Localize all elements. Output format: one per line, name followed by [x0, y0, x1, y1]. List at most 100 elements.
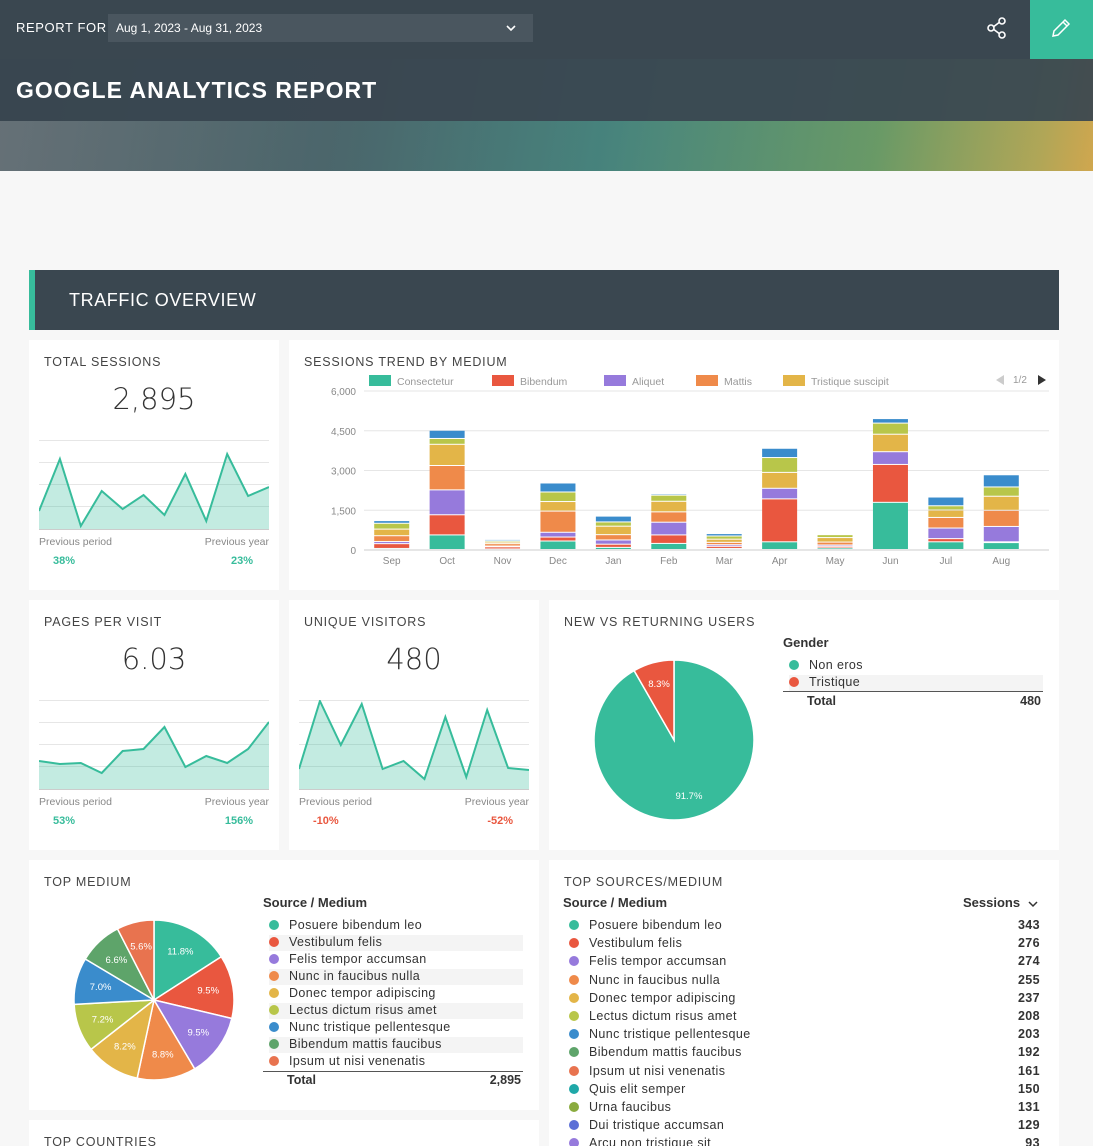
list-item: Lectus dictum risus amet 208: [569, 1009, 1040, 1026]
legend-label: Mattis: [724, 376, 753, 388]
row-label: Donec tempor adipiscing: [289, 986, 436, 1000]
legend-dot: [269, 937, 279, 947]
pie-label: 7.2%: [92, 1014, 114, 1025]
list-item: Tristique: [789, 675, 1043, 691]
list-item: Vestibulum felis 276: [569, 936, 1040, 953]
total-value: 480: [1020, 694, 1041, 708]
bar-segment: [983, 487, 1019, 496]
bar-segment: [595, 547, 631, 549]
sparkline-line: [299, 700, 529, 781]
row-label: Ipsum ut nisi venenatis: [289, 1054, 426, 1068]
list-item: Non eros: [789, 658, 1043, 674]
share-icon[interactable]: [986, 17, 1008, 39]
bar-segment: [706, 539, 742, 542]
legend-dot: [269, 1005, 279, 1015]
list-item: Nunc in faucibus nulla: [269, 969, 523, 985]
report-title: GOOGLE ANALYTICS REPORT: [16, 77, 378, 103]
card-title: SESSIONS TREND BY MEDIUM: [304, 355, 508, 369]
legend-dot: [269, 1039, 279, 1049]
legend-swatch: [492, 375, 514, 386]
row-value: 237: [1017, 990, 1040, 1005]
pie-label: 7.0%: [90, 982, 112, 993]
legend-dot: [569, 974, 579, 985]
sessions-sort-header[interactable]: Sessions: [963, 895, 1021, 910]
legend-label: Bibendum: [520, 376, 568, 388]
list-item: Urna faucibus 131: [569, 1100, 1040, 1117]
row-value: 150: [1017, 1081, 1040, 1096]
legend-next-icon[interactable]: [1036, 374, 1048, 386]
legend-dot: [569, 1102, 579, 1112]
row-value: 208: [1017, 1009, 1040, 1023]
date-range-value: Aug 1, 2023 - Aug 31, 2023: [116, 21, 263, 35]
previous-period-label: Previous period: [39, 536, 112, 548]
pie-slice: [152, 998, 233, 1070]
legend-swatch: [604, 375, 626, 386]
pages-per-visit-card: PAGES PER VISIT 6.03 Previous period Pre…: [29, 600, 279, 850]
bar-segment: [928, 539, 964, 542]
legend-dot: [569, 1065, 579, 1076]
report-banner: GOOGLE ANALYTICS REPORT: [0, 59, 1093, 171]
legend-dot: [569, 938, 579, 949]
legend-dot: [569, 992, 579, 1003]
bar-segment: [429, 490, 465, 515]
chevron-down-icon: [506, 25, 516, 32]
total-value: 2,895: [489, 1073, 521, 1087]
x-tick-label: Apr: [772, 556, 788, 567]
legend-item[interactable]: Consectetur: [369, 375, 454, 388]
legend-dot: [569, 1011, 579, 1021]
section-header: TRAFFIC OVERVIEW: [29, 270, 1059, 330]
x-tick-label: Nov: [494, 556, 512, 567]
bar-segment: [485, 547, 521, 549]
previous-period-change: -10%: [313, 815, 339, 827]
row-value: 192: [1017, 1045, 1040, 1060]
bar-segment: [762, 448, 798, 458]
legend-dot: [569, 1029, 579, 1040]
bar-segment: [429, 515, 465, 535]
date-range-select[interactable]: Aug 1, 2023 - Aug 31, 2023: [108, 14, 533, 42]
bar-segment: [706, 536, 742, 539]
x-tick-label: Dec: [549, 556, 567, 567]
legend-dot: [789, 677, 799, 687]
previous-year-change: 156%: [224, 815, 253, 827]
x-tick-label: Mar: [716, 556, 734, 567]
legend-label: Tristique suscipit: [811, 376, 889, 388]
edit-button[interactable]: [1030, 0, 1093, 59]
bar-segment: [872, 423, 908, 434]
list-item: Felis tempor accumsan 274: [569, 954, 1040, 971]
report-for-label: REPORT FOR: [16, 20, 107, 35]
row-label: Bibendum mattis faucibus: [289, 1037, 442, 1051]
x-tick-label: Jun: [882, 556, 898, 567]
legend-item[interactable]: Bibendum: [492, 375, 567, 388]
legend-item[interactable]: Tristique suscipit: [783, 375, 889, 388]
sparkline-line: [39, 721, 269, 775]
sparkline-line: [39, 451, 269, 529]
legend-dot: [569, 1138, 579, 1146]
list-item: Posuere bibendum leo 343: [569, 918, 1040, 935]
legend-prev-icon[interactable]: [994, 374, 1006, 386]
bar-segment: [485, 542, 521, 544]
bar-segment: [595, 544, 631, 547]
legend-dot: [569, 1047, 579, 1058]
legend-item[interactable]: Aliquet: [604, 375, 664, 388]
unique-visitors-value: 480: [386, 642, 442, 676]
row-label: Nunc in faucibus nulla: [589, 972, 721, 987]
bar-segment: [872, 419, 908, 423]
bar-segment: [429, 465, 465, 490]
legend-item[interactable]: Mattis: [696, 375, 752, 388]
list-item: Nunc tristique pellentesque 203: [569, 1027, 1040, 1044]
x-tick-label: Oct: [439, 556, 455, 567]
bar-segment: [872, 452, 908, 464]
bar-segment: [595, 522, 631, 526]
bar-segment: [540, 483, 576, 492]
previous-period-change: 38%: [53, 555, 76, 567]
list-item: Bibendum mattis faucibus: [269, 1037, 523, 1053]
legend-dot: [269, 1056, 279, 1066]
y-tick-label: 1,500: [331, 506, 356, 517]
row-label: Vestibulum felis: [589, 936, 683, 951]
pie-label: 5.6%: [130, 942, 152, 953]
pie-label: 8.8%: [152, 1049, 174, 1060]
bar-segment: [651, 535, 687, 543]
chevron-down-icon[interactable]: [1028, 899, 1038, 909]
pie-label: 9.5%: [197, 986, 219, 997]
bar-segment: [429, 438, 465, 444]
